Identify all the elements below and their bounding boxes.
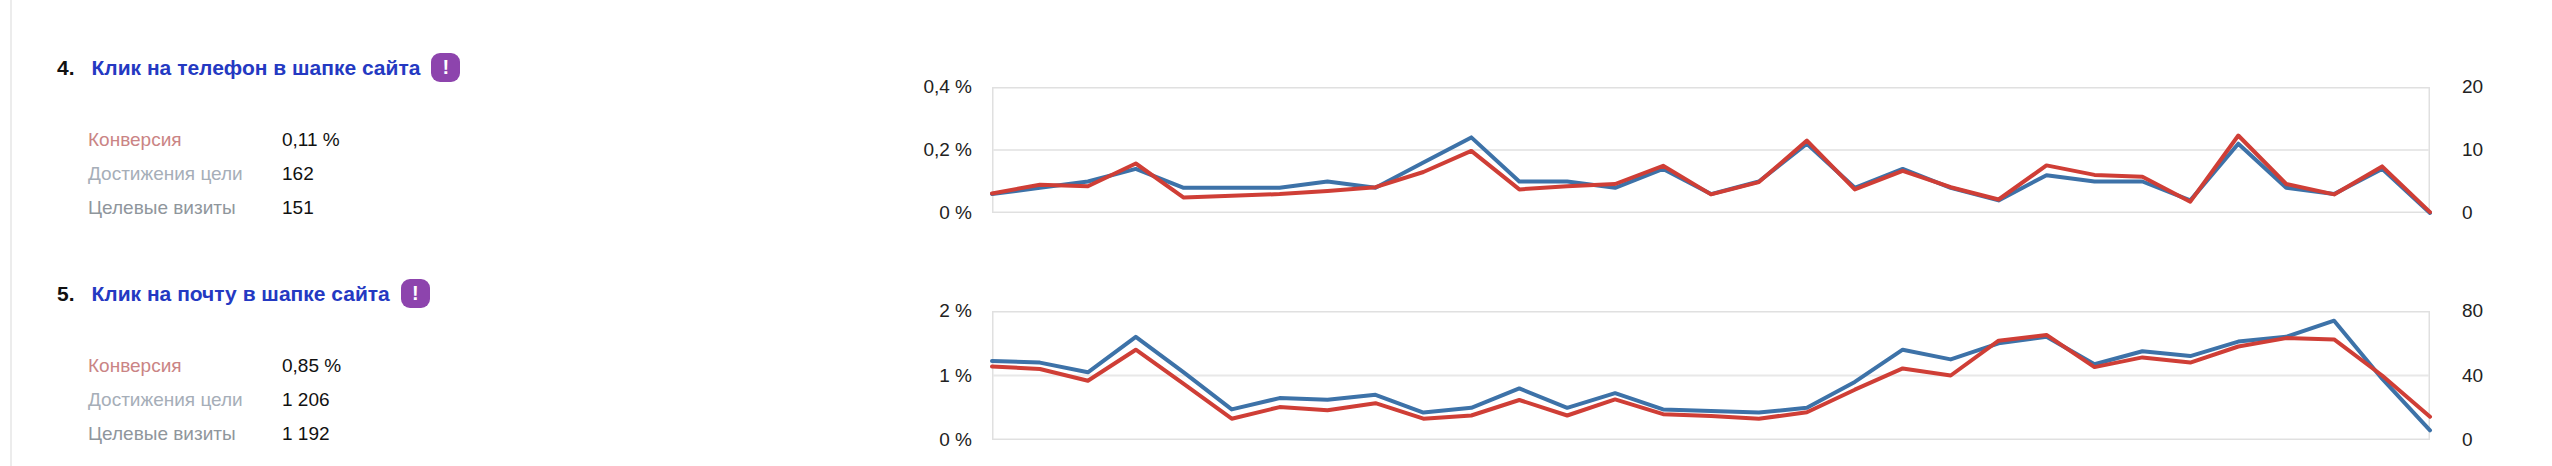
goal-4-header: 4. Клик на телефон в шапке сайта ! [57,53,460,82]
stat-value-target-visits: 151 [282,196,314,220]
goal-5-number: 5. [57,282,75,306]
goals-report: 4. Клик на телефон в шапке сайта ! Конве… [0,0,2552,466]
goal-4-title-link[interactable]: Клик на телефон в шапке сайта [92,56,421,80]
goal-5-trend-chart[interactable]: 2 %1 %0 %80400 [850,311,2552,440]
stat-value-conversion: 0,11 % [282,128,340,152]
warning-badge-icon[interactable]: ! [431,53,460,82]
stat-value-conversion: 0,85 % [282,354,341,378]
right-axis-tick-label: 20 [2462,76,2483,98]
right-axis-tick-label: 10 [2462,139,2483,161]
warning-badge-icon[interactable]: ! [401,279,430,308]
stat-row-conversion: Конверсия 0,85 % [88,354,508,388]
stat-label-goal-reaches: Достижения цели [88,388,282,412]
stat-label-goal-reaches: Достижения цели [88,162,282,186]
stat-label-conversion: Конверсия [88,128,282,152]
right-axis-tick-label: 0 [2462,202,2473,224]
right-axis-tick-label: 40 [2462,365,2483,387]
right-axis-tick-label: 80 [2462,300,2483,322]
left-axis-tick-label: 1 % [850,365,972,387]
goal-4-trend-chart[interactable]: 0,4 %0,2 %0 %20100 [850,87,2552,213]
stat-row-conversion: Конверсия 0,11 % [88,128,508,162]
stat-row-goal-reaches: Достижения цели 162 [88,162,508,196]
stat-row-target-visits: Целевые визиты 151 [88,196,508,230]
left-axis-tick-label: 0 % [850,429,972,451]
column-separator [10,0,12,466]
stat-value-goal-reaches: 162 [282,162,314,186]
left-axis-tick-label: 0,4 % [850,76,972,98]
goal-5-title-link[interactable]: Клик на почту в шапке сайта [92,282,390,306]
stat-row-goal-reaches: Достижения цели 1 206 [88,388,508,422]
goal-4-number: 4. [57,56,75,80]
left-axis-tick-label: 2 % [850,300,972,322]
stat-label-target-visits: Целевые визиты [88,196,282,220]
stat-value-goal-reaches: 1 206 [282,388,330,412]
stat-label-conversion: Конверсия [88,354,282,378]
chart-plot-area[interactable] [992,87,2430,213]
series-line-reaches-blue [992,137,2430,213]
left-axis-tick-label: 0 % [850,202,972,224]
stat-label-target-visits: Целевые визиты [88,422,282,446]
goal-5-stats: Конверсия 0,85 % Достижения цели 1 206 Ц… [88,354,508,456]
chart-plot-area[interactable] [992,311,2430,440]
stat-value-target-visits: 1 192 [282,422,330,446]
stat-row-target-visits: Целевые визиты 1 192 [88,422,508,456]
left-axis-tick-label: 0,2 % [850,139,972,161]
goal-4-stats: Конверсия 0,11 % Достижения цели 162 Цел… [88,128,508,230]
right-axis-tick-label: 0 [2462,429,2473,451]
goal-5-header: 5. Клик на почту в шапке сайта ! [57,279,430,308]
